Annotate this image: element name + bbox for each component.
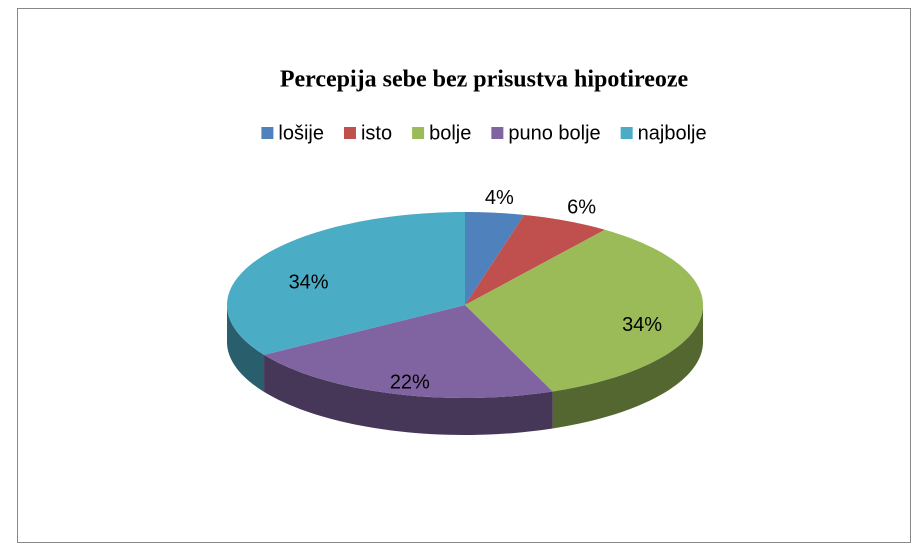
pie-side: [552, 305, 703, 429]
legend-swatch: [620, 127, 633, 139]
legend-swatch: [261, 127, 274, 139]
legend-swatch: [491, 127, 504, 139]
pie-side: [264, 354, 553, 435]
pie-slice: [465, 212, 525, 305]
pie-slice: [227, 212, 465, 355]
data-label: 6%: [567, 197, 596, 219]
legend-label: bolje: [429, 122, 471, 144]
legend-label: lošije: [278, 122, 324, 144]
legend-swatch: [343, 127, 356, 139]
chart-title: Percepija sebe bez prisustva hipotireoze: [280, 67, 689, 93]
data-label: 4%: [485, 187, 514, 209]
data-label: 22%: [390, 372, 430, 394]
pie-slice: [465, 229, 703, 392]
pie-slice: [264, 305, 553, 398]
legend-label: najbolje: [638, 122, 707, 144]
data-label: 34%: [289, 272, 329, 294]
legend-label: isto: [361, 122, 392, 144]
legend-swatch: [412, 127, 425, 139]
data-label: 34%: [622, 314, 662, 336]
pie-side: [227, 305, 265, 392]
legend-label: puno bolje: [508, 122, 600, 144]
pie-slice: [465, 214, 605, 305]
